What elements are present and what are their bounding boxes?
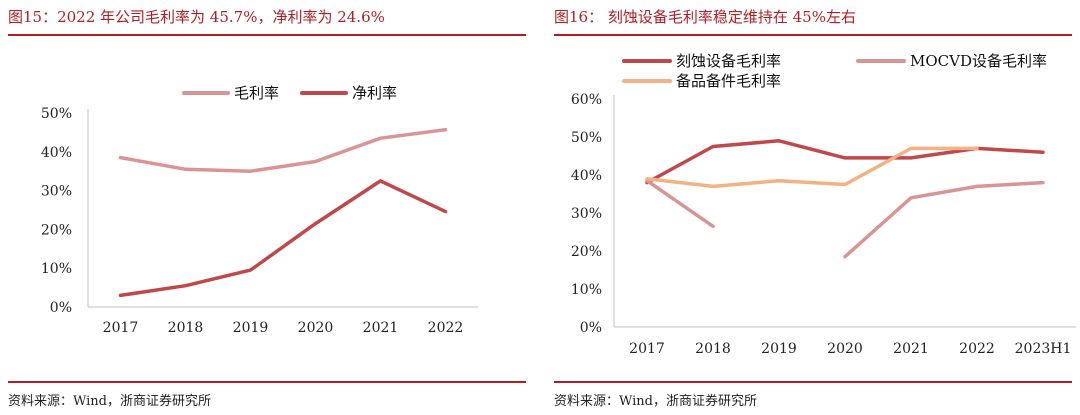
right-series-line-2 bbox=[843, 180, 1045, 259]
right-source-rule bbox=[554, 381, 1072, 383]
left-x-tick-label: 2019 bbox=[233, 320, 269, 336]
right-legend-label: MOCVD设备毛利率 bbox=[910, 52, 1047, 70]
left-y-tick-label: 50% bbox=[41, 106, 72, 122]
right-source-note: 资料来源：Wind，浙商证券研究所 bbox=[554, 394, 757, 409]
left-x-tick-label: 2020 bbox=[298, 320, 334, 336]
left-series-line-2 bbox=[118, 179, 448, 298]
right-legend-label: 刻蚀设备毛利率 bbox=[676, 52, 781, 70]
left-source-rule bbox=[8, 381, 526, 383]
right-y-tick-label: 50% bbox=[571, 130, 602, 146]
left-y-tick-label: 10% bbox=[41, 261, 72, 277]
left-y-tick-label: 40% bbox=[41, 145, 72, 161]
right-x-tick-label: 2020 bbox=[827, 341, 863, 357]
left-y-tick-label: 0% bbox=[50, 300, 72, 316]
left-x-tick-label: 2021 bbox=[363, 320, 399, 336]
right-title-rule bbox=[554, 34, 1072, 36]
right-x-tick-label: 2017 bbox=[629, 341, 665, 357]
right-x-tick-label: 2021 bbox=[893, 341, 929, 357]
right-x-tick-label: 2022 bbox=[959, 341, 995, 357]
right-y-tick-label: 10% bbox=[571, 282, 602, 298]
right-y-tick-label: 0% bbox=[580, 320, 602, 336]
right-legend-label: 备品备件毛利率 bbox=[676, 72, 781, 90]
right-y-tick-label: 60% bbox=[571, 92, 602, 108]
left-legend-label: 毛利率 bbox=[234, 84, 279, 102]
left-title-rule bbox=[8, 34, 526, 36]
left-x-tick-label: 2022 bbox=[428, 320, 464, 336]
left-x-tick-label: 2017 bbox=[103, 320, 139, 336]
right-x-tick-label: 2019 bbox=[761, 341, 797, 357]
right-chart-title: 图16： 刻蚀设备毛利率稳定维持在 45%左右 bbox=[554, 8, 856, 26]
right-x-tick-label: 2018 bbox=[695, 341, 731, 357]
left-series-line-1 bbox=[118, 127, 448, 173]
right-series-line-1 bbox=[645, 139, 1045, 185]
right-y-tick-label: 20% bbox=[571, 244, 602, 260]
right-y-tick-label: 40% bbox=[571, 168, 602, 184]
left-x-tick-label: 2018 bbox=[168, 320, 204, 336]
right-y-tick-label: 30% bbox=[571, 206, 602, 222]
left-legend-label: 净利率 bbox=[352, 84, 397, 102]
left-source-note: 资料来源：Wind，浙商证券研究所 bbox=[8, 394, 211, 409]
left-y-tick-label: 30% bbox=[41, 184, 72, 200]
left-chart-title: 图15：2022 年公司毛利率为 45.7%，净利率为 24.6% bbox=[8, 8, 385, 26]
right-x-tick-label: 2023H1 bbox=[1015, 341, 1072, 357]
right-series-line-2 bbox=[645, 178, 715, 229]
left-y-tick-label: 20% bbox=[41, 222, 72, 238]
right-series-line-3 bbox=[645, 146, 979, 189]
